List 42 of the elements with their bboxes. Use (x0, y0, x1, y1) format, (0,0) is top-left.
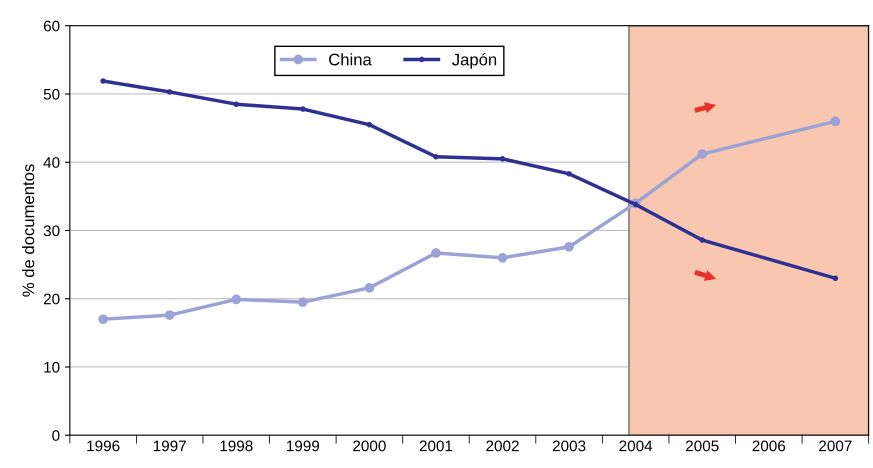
point (231, 294, 242, 304)
point (431, 248, 441, 258)
point (699, 237, 705, 243)
point (298, 297, 308, 308)
point (697, 149, 708, 159)
y-tick-label: 50 (44, 88, 60, 100)
x-tick-label: 1999 (286, 440, 320, 452)
x-tick-label: 2004 (619, 440, 652, 452)
x-tick-label: 2000 (353, 440, 386, 452)
y-tick-label: 40 (43, 157, 60, 168)
point (364, 282, 374, 293)
point (830, 116, 840, 126)
legend-label: Japón (452, 53, 496, 69)
x-tick-label: 1996 (87, 440, 120, 452)
y-tick-label: 30 (44, 225, 60, 236)
y-tick-label: 0 (52, 430, 60, 441)
point (300, 106, 306, 112)
point (566, 171, 572, 177)
point (366, 122, 372, 128)
point (564, 242, 574, 252)
point (500, 156, 506, 162)
point (164, 310, 175, 320)
y-tick-label: 10 (44, 362, 60, 373)
point (832, 275, 838, 282)
point (498, 252, 508, 263)
point (433, 154, 439, 160)
x-tick-label: 2005 (686, 440, 719, 452)
point (233, 101, 240, 108)
point (98, 314, 108, 324)
x-tick-label: 1998 (220, 440, 253, 452)
x-tick-label: 2007 (819, 440, 852, 452)
y-tick-label: 20 (44, 294, 60, 304)
x-tick-label: 2001 (420, 440, 452, 452)
y-tick-label: 60 (44, 20, 60, 32)
x-tick-label: 2003 (552, 440, 586, 452)
legend-label: China (329, 53, 372, 66)
y-axis-title: % de documentos (22, 164, 34, 297)
x-tick-label: 2002 (486, 440, 519, 452)
x-tick-label: 1997 (154, 440, 186, 452)
x-tick-label: 2006 (752, 440, 786, 452)
point (100, 78, 106, 84)
point (166, 89, 172, 95)
